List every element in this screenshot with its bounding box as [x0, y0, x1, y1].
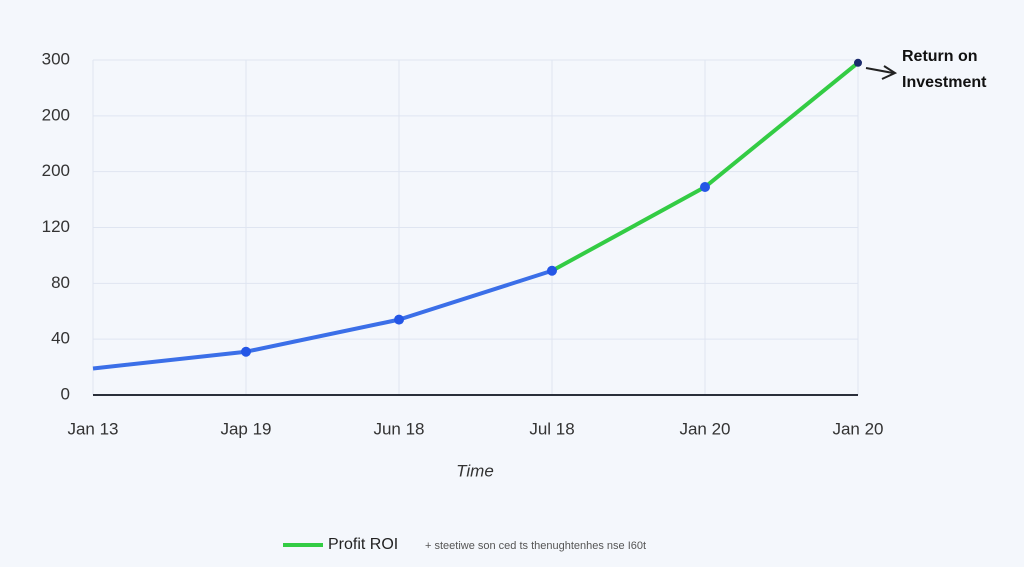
- x-tick-label: Jun 18: [373, 419, 424, 438]
- x-tick-label: Jan 13: [67, 419, 118, 438]
- legend-note: + steetiwe son ced ts thenughtenhes nse …: [425, 540, 646, 552]
- point: [854, 58, 862, 67]
- y-tick-label: 200: [42, 105, 70, 124]
- annotation: Return on: [902, 48, 978, 65]
- x-tick-label: Jap 19: [220, 419, 271, 438]
- line: [92, 268, 553, 371]
- y-tick-label: 80: [51, 273, 70, 292]
- annotation-arrow: [865, 65, 898, 80]
- y-tick-label: 40: [51, 329, 70, 348]
- point: [394, 314, 404, 325]
- x-tick-label: Jan 20: [679, 419, 730, 438]
- arrow-head: [881, 65, 898, 80]
- y-tick-label: 120: [42, 217, 70, 236]
- legend-label: Profit ROI: [328, 536, 398, 553]
- point: [700, 182, 710, 193]
- point: [547, 265, 557, 276]
- x-tick-label: Jan 20: [832, 419, 883, 438]
- y-tick-label: 300: [42, 49, 70, 68]
- point: [241, 346, 251, 357]
- arrow-shaft: [865, 67, 894, 74]
- annotation: Investment: [902, 74, 987, 91]
- y-tick-label: 200: [42, 161, 70, 180]
- x-axis-label: Time: [456, 461, 494, 480]
- y-tick-label: 0: [61, 384, 70, 403]
- x-tick-label: Jul 18: [529, 419, 574, 438]
